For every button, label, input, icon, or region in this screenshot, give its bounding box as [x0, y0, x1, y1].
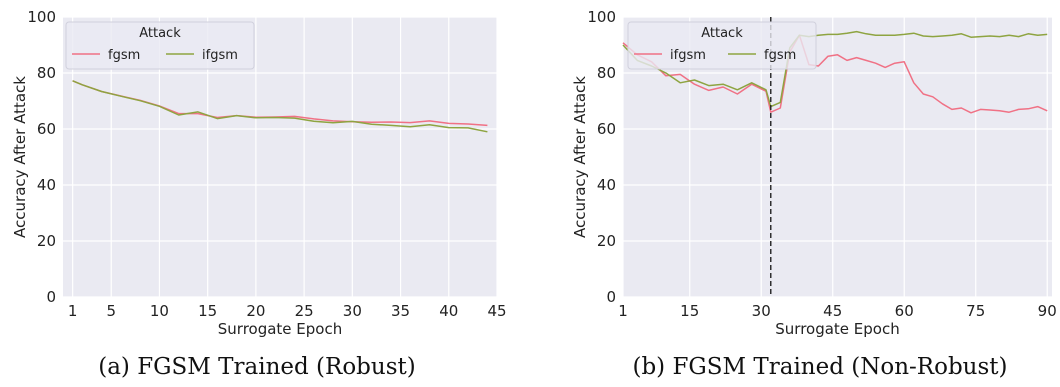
- y-axis-label: Accuracy After Attack: [11, 76, 29, 238]
- x-tick-label: 30: [752, 302, 771, 320]
- legend-label-ifgsm: ifgsm: [202, 48, 238, 63]
- y-tick-label: 60: [37, 120, 56, 138]
- y-tick-label: 20: [597, 232, 616, 250]
- y-tick-label: 0: [46, 288, 56, 306]
- y-tick-label: 100: [27, 8, 56, 26]
- legend-box: [627, 21, 817, 70]
- x-tick-label: 1: [618, 302, 628, 320]
- y-tick-label: 60: [597, 120, 616, 138]
- legend-label-fgsm: fgsm: [108, 48, 140, 63]
- y-tick-label: 80: [37, 64, 56, 82]
- x-tick-label: 75: [966, 302, 985, 320]
- x-tick-label: 1: [68, 302, 78, 320]
- legend-box: [65, 21, 255, 70]
- caption-b: (b) FGSM Trained (Non-Robust): [632, 354, 1007, 380]
- x-tick-label: 45: [823, 302, 842, 320]
- series-line-ifgsm: [622, 34, 1048, 114]
- x-tick-label: 15: [198, 302, 217, 320]
- x-tick-label: 15: [680, 302, 699, 320]
- x-tick-label: 90: [1038, 302, 1057, 320]
- x-tick-label: 30: [343, 302, 362, 320]
- y-tick-label: 40: [597, 176, 616, 194]
- x-tick-label: 10: [150, 302, 169, 320]
- caption-a: (a) FGSM Trained (Robust): [98, 354, 415, 380]
- x-tick-label: 5: [106, 302, 116, 320]
- legend-label-fgsm: fgsm: [764, 48, 796, 63]
- legend-title: Attack: [701, 26, 743, 41]
- y-tick-label: 20: [37, 232, 56, 250]
- x-tick-label: 35: [391, 302, 410, 320]
- y-tick-label: 0: [606, 288, 616, 306]
- x-tick-label: 25: [295, 302, 314, 320]
- x-tick-label: 40: [439, 302, 458, 320]
- x-tick-label: 45: [487, 302, 506, 320]
- series-line-ifgsm: [72, 80, 488, 133]
- legend-title: Attack: [139, 26, 181, 41]
- y-axis-label: Accuracy After Attack: [571, 76, 589, 238]
- chart-panel-b: 0 20 40 60 80 100 1 15 30 45 60 75 90 Surrogate Epoch…: [571, 8, 1057, 338]
- x-tick-label: 20: [246, 302, 265, 320]
- x-axis-label: Surrogate Epoch: [775, 320, 899, 338]
- y-tick-label: 100: [587, 8, 616, 26]
- series-line-fgsm: [622, 30, 1048, 108]
- legend-label-ifgsm: ifgsm: [670, 48, 706, 63]
- y-tick-label: 40: [37, 176, 56, 194]
- x-axis-label: Surrogate Epoch: [218, 320, 342, 338]
- x-tick-label: 60: [895, 302, 914, 320]
- y-tick-label: 80: [597, 64, 616, 82]
